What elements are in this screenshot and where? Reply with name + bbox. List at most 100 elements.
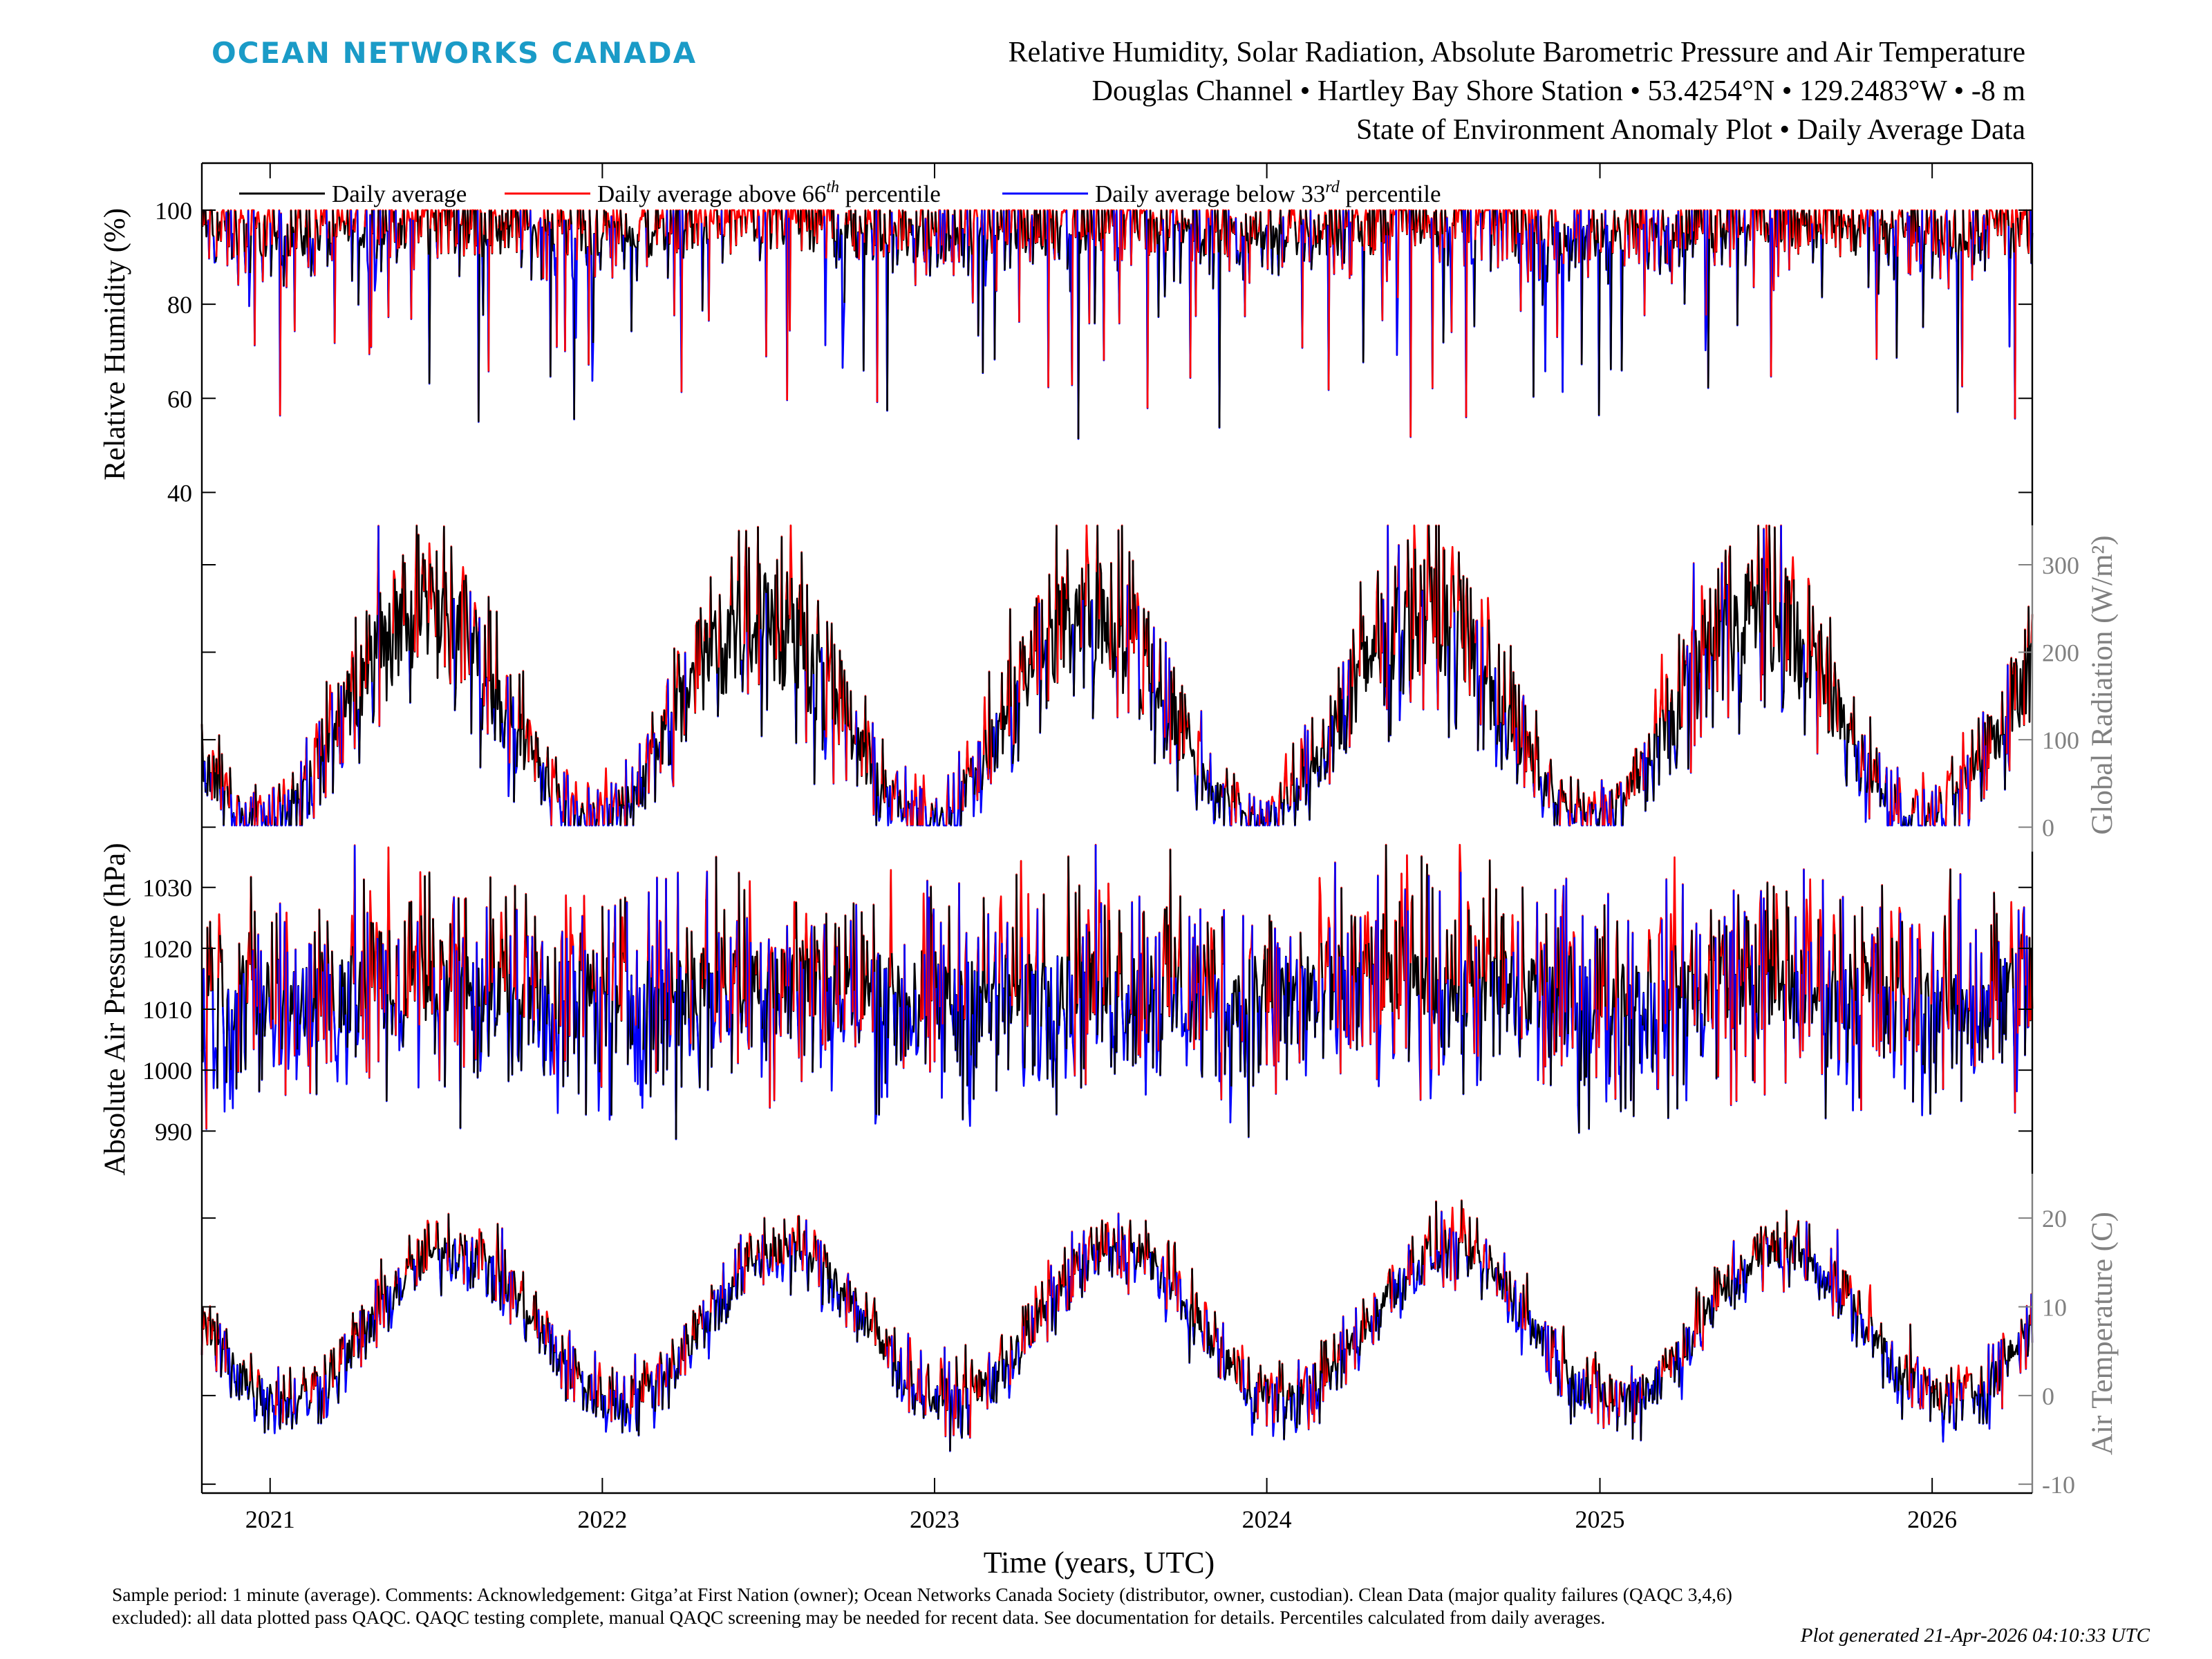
series-daily-segment <box>709 577 719 717</box>
series-daily-segment <box>1727 1265 1732 1300</box>
series-above-segment <box>1409 209 1414 438</box>
series-daily-segment <box>2015 629 2026 728</box>
x-axis: 2021 2022 2023 2024 2025 2026 <box>245 163 1957 1533</box>
chart-subtitle-location: Douglas Channel • Hartley Bay Shore Stat… <box>1091 75 2025 107</box>
series-daily-segment <box>1792 579 1806 735</box>
y-tick-label-solar: 100 <box>2042 727 2079 754</box>
series-daily-segment <box>1863 934 1873 1003</box>
y-tick-label-pressure: 1010 <box>142 996 192 1024</box>
series-daily-segment <box>522 671 528 771</box>
x-tick-label: 2025 <box>1575 1506 1625 1533</box>
series-daily-segment <box>428 210 433 384</box>
y-tick-label-pressure: 1030 <box>142 874 192 902</box>
legend-label-sup: rd <box>1325 178 1340 196</box>
series-below-segment <box>332 965 341 1082</box>
series-daily-segment <box>1533 210 1537 397</box>
series-daily-segment <box>1099 563 1112 671</box>
series-above-segment <box>333 223 338 344</box>
series-daily-segment <box>1027 1304 1031 1348</box>
y-tick-label-solar: 300 <box>2042 552 2079 579</box>
series-daily-segment <box>1412 895 1421 1059</box>
y-tick-label-temperature: 10 <box>2042 1294 2067 1322</box>
logo-ocean-networks-canada: OCEAN NETWORKS CANADA <box>212 36 697 70</box>
legend-entry: Daily average above 66th percentile <box>597 178 941 207</box>
series-below-segment <box>1903 995 1908 1090</box>
legend-label-suffix: percentile <box>839 180 941 207</box>
series-daily-segment <box>1794 1232 1798 1270</box>
series-daily-segment <box>1218 224 1224 428</box>
x-tick-label: 2022 <box>577 1506 627 1533</box>
series-above-segment <box>1450 222 1454 332</box>
series-above-segment <box>1047 1259 1051 1342</box>
y-tick-label-temperature: 20 <box>2042 1205 2067 1232</box>
series-daily-segment <box>496 611 505 747</box>
series-above-segment <box>556 209 561 348</box>
series-daily-segment <box>1248 949 1252 1138</box>
series-daily-segment <box>1311 718 1320 787</box>
series-below-segment <box>1355 1307 1359 1354</box>
panel-pressure <box>200 843 2034 1141</box>
series-daily-segment <box>766 559 778 711</box>
series-above-segment <box>237 209 246 285</box>
series-above-segment <box>206 1316 210 1345</box>
legend-entry: Daily average below 33rd percentile <box>1095 178 1441 207</box>
series-daily-segment <box>465 898 474 1031</box>
y-axis-label-pressure: Absolute Air Pressure (hPa) <box>99 843 131 1175</box>
series-daily-segment <box>1259 946 1266 1065</box>
series-above-segment <box>1987 209 1996 259</box>
series-daily-segment <box>927 1364 932 1412</box>
series-daily-segment <box>1703 1296 1712 1326</box>
series-above-segment <box>254 216 258 346</box>
series-above-segment <box>637 209 647 241</box>
series-above-segment <box>420 209 430 255</box>
y-tick-label-pressure: 990 <box>155 1118 192 1145</box>
series-above-segment <box>1700 585 1705 738</box>
series-daily-segment <box>731 530 740 679</box>
series-daily-segment <box>1567 941 1571 1035</box>
series-above-segment <box>2014 209 2020 419</box>
series-below-segment <box>229 794 235 827</box>
y-tick-label-humidity: 80 <box>167 291 192 319</box>
series-daily-segment <box>357 210 367 306</box>
series-daily-segment <box>1624 1366 1633 1425</box>
series-daily-segment <box>1195 1293 1204 1344</box>
series-daily-segment <box>1774 525 1782 663</box>
series-daily-segment <box>1362 591 1378 693</box>
series-above-segment <box>745 209 756 241</box>
y-tick-label-solar: 0 <box>2042 814 2054 842</box>
chart-title: Relative Humidity, Solar Radiation, Abso… <box>1008 37 2025 68</box>
series-above-segment <box>1138 209 1147 249</box>
panel-humidity <box>200 209 2034 440</box>
legend-label: Daily average <box>332 180 467 207</box>
x-tick-label: 2024 <box>1242 1506 1292 1533</box>
series-daily-segment <box>838 1282 847 1327</box>
series-daily-segment <box>738 872 743 1033</box>
series-daily-segment <box>1740 563 1750 702</box>
series-daily-segment <box>1990 691 2003 760</box>
series-daily-segment <box>435 526 445 679</box>
y-tick-label-solar: 200 <box>2042 639 2079 667</box>
series-above-segment <box>1123 209 1132 265</box>
y-tick-label-temperature: -10 <box>2042 1471 2075 1499</box>
panels-layer <box>200 209 2034 1452</box>
y-axis-label-solar: Global Radiation (W/m²) <box>2086 535 2119 834</box>
series-daily-segment <box>295 1367 305 1424</box>
series-daily-segment <box>1432 887 1436 1024</box>
series-daily-segment <box>1188 713 1197 795</box>
series-above-segment <box>789 209 800 331</box>
x-tick-label: 2021 <box>245 1506 295 1533</box>
y-tick-label-humidity: 60 <box>167 385 192 413</box>
y-tick-label-humidity: 100 <box>155 197 192 225</box>
x-axis-label: Time (years, UTC) <box>984 1546 1215 1580</box>
generated-timestamp: Plot generated 21-Apr-2026 04:10:33 UTC <box>1800 1624 2150 1647</box>
series-daily-segment <box>807 1230 816 1291</box>
series-daily-segment <box>1785 1210 1790 1266</box>
legend-label-sup: th <box>826 178 839 196</box>
series-daily-segment <box>393 554 404 677</box>
series-daily-segment <box>1001 660 1009 755</box>
series-daily-segment <box>379 570 395 702</box>
series-above-segment <box>1965 1366 1974 1398</box>
series-below-segment <box>903 1380 907 1389</box>
